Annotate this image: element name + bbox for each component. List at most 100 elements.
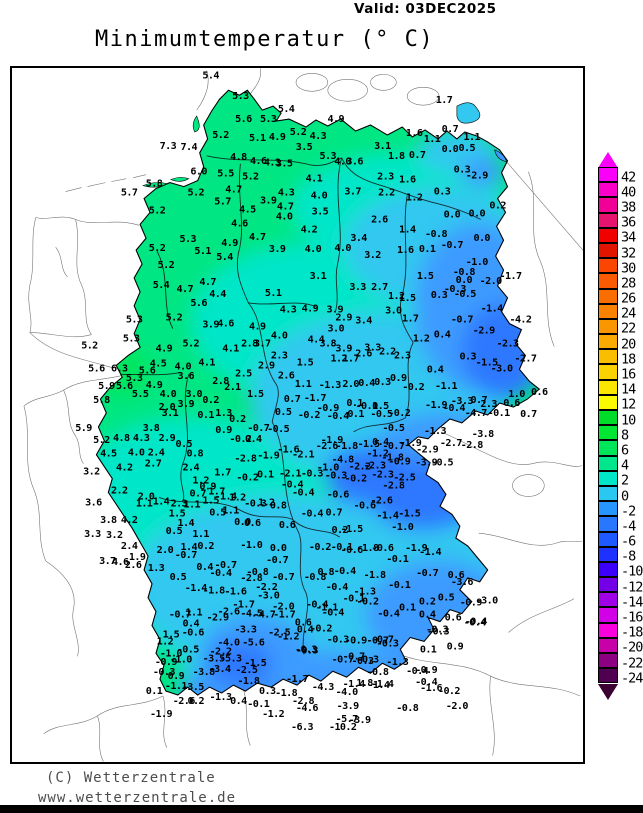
station-value: 3.4	[355, 316, 372, 327]
station-value: -0.9	[388, 457, 410, 468]
station-value: -4.3	[312, 682, 334, 693]
station-value: -1.1	[435, 381, 457, 392]
station-value: 4.1	[306, 174, 323, 185]
station-value: 0.6	[448, 570, 465, 581]
station-value: 5.2	[149, 243, 166, 254]
station-value: 0.4	[297, 624, 314, 635]
station-value: 5.2	[187, 188, 204, 199]
station-value: 5.2	[149, 205, 166, 216]
legend-swatch	[598, 440, 618, 456]
station-value: 0.5	[176, 439, 193, 450]
station-value: 0.1	[420, 644, 437, 655]
station-value: -0.4	[301, 508, 323, 519]
station-value: 5.3	[260, 114, 277, 125]
legend-entry: 38	[598, 197, 643, 215]
station-value: 4.4	[209, 289, 226, 300]
station-value: 7.3	[160, 141, 177, 152]
station-value: -5.6	[242, 637, 264, 648]
legend-label: 40	[621, 184, 636, 201]
station-value: -0.7	[416, 568, 438, 579]
station-value: -1.6	[224, 587, 246, 598]
station-value: 0.1	[197, 410, 214, 421]
station-value: -2.2	[210, 646, 232, 657]
station-value: 2.0	[342, 379, 359, 390]
legend-swatch	[598, 668, 618, 684]
legend-label: -16	[621, 609, 643, 626]
station-value: -1.6	[277, 445, 299, 456]
legend-entry: -20	[598, 637, 643, 656]
station-value: -1.4	[367, 680, 389, 691]
station-value: 5.3	[320, 151, 337, 162]
legend-label: 30	[621, 259, 636, 276]
station-value: -2.3	[371, 470, 393, 481]
station-value: 2.3	[394, 350, 411, 361]
legend-swatch	[598, 364, 618, 380]
station-value: -0.5	[382, 423, 404, 434]
station-value: 4.0	[175, 361, 192, 372]
station-value: -10.2	[329, 722, 357, 733]
station-value: 4.9	[302, 304, 319, 315]
station-value: 1.7	[342, 353, 359, 364]
station-value: 0.6	[503, 398, 520, 409]
station-value: 4.0	[334, 243, 351, 254]
station-value: -0.4	[415, 677, 437, 688]
legend-entry: -12	[598, 577, 643, 595]
legend-entry: 32	[598, 242, 643, 261]
scale-arrow-up-icon	[598, 152, 618, 168]
station-value: 2.6	[278, 370, 295, 381]
scale-arrow-down-icon	[598, 684, 618, 701]
station-value: -0.6	[182, 627, 204, 638]
station-value: -0.3	[327, 634, 349, 645]
station-value: 1.6	[397, 245, 414, 256]
legend-label: 12	[621, 396, 636, 413]
station-value: -0.3	[301, 469, 323, 480]
station-value: 2.0	[159, 402, 176, 413]
station-value: -0.4	[464, 618, 486, 629]
station-value: -1.4	[419, 547, 441, 558]
legend-entry: 36	[598, 212, 643, 230]
legend-swatch	[598, 546, 618, 562]
legend-swatch	[598, 167, 618, 183]
station-value: -0.2	[357, 597, 379, 608]
station-value: -3.0	[491, 363, 513, 374]
station-value: -0.4	[377, 609, 399, 620]
station-value: -0.4	[322, 608, 344, 619]
station-value: 3.0	[327, 324, 344, 335]
station-value: 1.1	[424, 134, 441, 145]
legend-label: 16	[621, 366, 636, 383]
station-value: 2.7	[371, 282, 388, 293]
legend-swatch	[598, 349, 618, 365]
station-value: -3.3	[234, 624, 256, 635]
station-value: 6.0	[190, 167, 207, 178]
station-value: 4.2	[121, 515, 138, 526]
station-value: -3.5	[203, 653, 225, 664]
station-value: 5.6	[116, 381, 133, 392]
station-value: 2.2	[379, 346, 396, 357]
station-value: 4.7	[277, 201, 294, 212]
legend-entry: 20	[598, 334, 643, 352]
station-value: 1.2	[406, 193, 423, 204]
station-value: 0.8	[186, 449, 203, 460]
station-value: 0.3	[460, 351, 477, 362]
station-value: 2.6	[125, 560, 142, 571]
station-value: -1.7	[232, 600, 254, 611]
station-value: -4.7	[465, 408, 487, 419]
station-value: 1.2	[157, 636, 174, 647]
station-value: -3.9	[349, 715, 371, 726]
station-value: 1.6	[406, 128, 423, 139]
legend-label: 2	[621, 472, 629, 489]
legend-entry: 42	[598, 167, 643, 185]
station-value: 0.5	[209, 507, 226, 518]
station-value: -1.3	[424, 426, 446, 437]
legend-entry: 6	[598, 440, 643, 458]
station-value: 2.0	[157, 545, 174, 556]
station-value: 2.9	[335, 313, 352, 324]
station-value: 0.4	[245, 434, 262, 445]
station-value: 4.0	[128, 448, 145, 459]
station-value: -0.8	[246, 567, 268, 578]
legend-swatch	[598, 425, 618, 441]
legend-entry: 30	[598, 258, 643, 276]
station-value: -0.2	[229, 434, 251, 445]
station-value: 5.8	[93, 395, 110, 406]
station-value: 0.1	[399, 603, 416, 614]
